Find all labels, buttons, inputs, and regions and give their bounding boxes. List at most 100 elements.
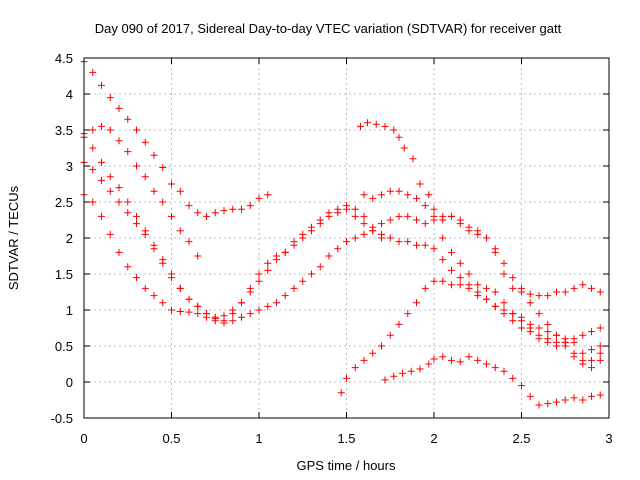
data-point bbox=[500, 259, 508, 267]
x-tick-label: 2.5 bbox=[512, 431, 530, 446]
data-point bbox=[264, 259, 272, 267]
data-point bbox=[106, 173, 114, 181]
data-point bbox=[211, 317, 219, 325]
data-point bbox=[456, 259, 464, 267]
data-point bbox=[115, 248, 123, 256]
data-point bbox=[220, 319, 228, 327]
data-point bbox=[115, 104, 123, 112]
data-point bbox=[483, 295, 490, 303]
data-point bbox=[337, 389, 345, 397]
data-point bbox=[176, 284, 184, 292]
data-point bbox=[106, 230, 114, 238]
data-point bbox=[381, 122, 389, 130]
data-point bbox=[430, 245, 438, 253]
data-point bbox=[360, 230, 368, 238]
x-tick-label: 0.5 bbox=[162, 431, 180, 446]
data-point bbox=[334, 245, 342, 253]
data-point bbox=[364, 119, 371, 127]
data-point bbox=[343, 238, 350, 246]
y-tick-label: 1.5 bbox=[55, 267, 73, 282]
data-point bbox=[439, 256, 447, 264]
data-point bbox=[238, 205, 245, 213]
y-tick-label: 0.5 bbox=[55, 339, 73, 354]
data-point bbox=[553, 288, 560, 296]
data-point bbox=[159, 299, 167, 307]
data-point bbox=[185, 308, 193, 316]
data-point bbox=[491, 288, 499, 296]
data-point bbox=[106, 94, 114, 102]
x-axis-label: GPS time / hours bbox=[297, 458, 396, 473]
data-point bbox=[325, 252, 333, 260]
data-point bbox=[308, 270, 315, 278]
data-point bbox=[404, 238, 412, 246]
data-point bbox=[386, 216, 394, 224]
data-point bbox=[124, 198, 132, 206]
data-point bbox=[176, 227, 184, 235]
data-point bbox=[465, 270, 473, 278]
data-point bbox=[185, 238, 193, 246]
data-point bbox=[89, 166, 97, 174]
data-point bbox=[290, 284, 298, 292]
data-point bbox=[386, 331, 394, 339]
data-point bbox=[400, 144, 408, 152]
data-point bbox=[211, 209, 219, 217]
data-point bbox=[378, 191, 385, 199]
data-point bbox=[369, 227, 377, 235]
data-point bbox=[579, 281, 587, 289]
data-point bbox=[561, 288, 569, 296]
data-point bbox=[372, 120, 380, 128]
data-point bbox=[416, 180, 424, 188]
data-point bbox=[159, 163, 167, 171]
data-point bbox=[115, 198, 123, 206]
series-s3 bbox=[80, 133, 385, 321]
data-point bbox=[238, 313, 245, 321]
data-point bbox=[579, 349, 587, 357]
data-point bbox=[500, 270, 508, 278]
data-point bbox=[316, 263, 324, 271]
data-point bbox=[535, 401, 543, 409]
data-point bbox=[360, 212, 368, 220]
data-point bbox=[518, 382, 525, 390]
data-point bbox=[500, 367, 508, 375]
data-point bbox=[416, 365, 424, 373]
data-point bbox=[483, 234, 490, 242]
data-point bbox=[579, 396, 587, 404]
data-point bbox=[150, 187, 158, 195]
data-point bbox=[509, 310, 517, 318]
data-point bbox=[421, 220, 429, 228]
data-point bbox=[518, 288, 525, 296]
data-point bbox=[395, 212, 403, 220]
data-point bbox=[596, 342, 604, 350]
data-point bbox=[264, 191, 272, 199]
data-point bbox=[386, 234, 394, 242]
data-point bbox=[413, 194, 420, 202]
y-axis-label: SDTVAR / TECUs bbox=[6, 185, 21, 290]
data-point bbox=[159, 198, 167, 206]
data-point bbox=[343, 202, 350, 210]
data-point bbox=[421, 241, 429, 249]
data-point bbox=[273, 256, 280, 264]
data-point bbox=[491, 302, 499, 310]
data-point bbox=[535, 292, 543, 300]
data-point bbox=[369, 349, 377, 357]
data-point bbox=[141, 173, 149, 181]
data-point bbox=[588, 284, 595, 292]
data-point bbox=[325, 209, 333, 217]
data-point bbox=[194, 310, 202, 318]
data-point bbox=[588, 346, 595, 354]
data-point bbox=[168, 212, 175, 220]
data-point bbox=[255, 306, 263, 314]
data-point bbox=[98, 122, 105, 130]
series-s7 bbox=[360, 187, 604, 300]
data-point bbox=[281, 292, 289, 300]
data-point bbox=[246, 310, 254, 318]
data-point bbox=[185, 295, 193, 303]
data-point bbox=[378, 220, 385, 228]
data-point bbox=[229, 310, 237, 318]
data-point bbox=[264, 266, 272, 274]
data-point bbox=[456, 274, 464, 282]
data-point bbox=[133, 212, 140, 220]
data-point bbox=[509, 274, 517, 282]
data-point bbox=[465, 353, 473, 361]
